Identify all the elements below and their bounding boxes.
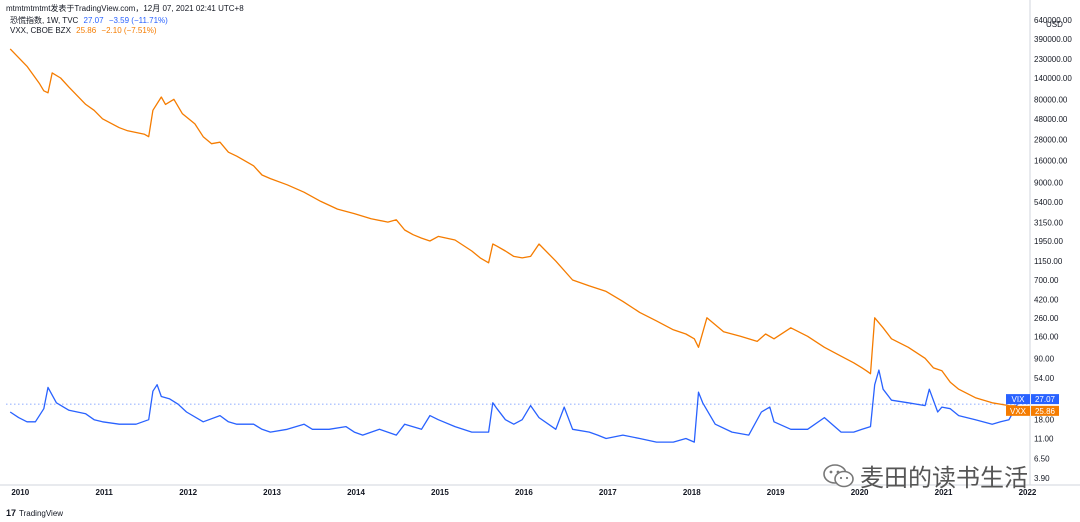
y-axis[interactable]: 640000.00 390000.00 230000.00 140000.00 8000… <box>1034 16 1072 483</box>
legend-vxx-change: −2.10 (−7.51%) <box>101 26 157 35</box>
x-tick-label: 2020 <box>851 488 869 497</box>
legend-vix-change: −3.59 (−11.71%) <box>108 16 168 25</box>
y-tick-label: 230000.00 <box>1034 55 1072 64</box>
last-label-series-bg <box>1006 394 1030 405</box>
y-tick-label: 6.50 <box>1034 455 1050 464</box>
x-axis[interactable]: 2010 2011 2012 2013 2014 2015 2016 2017 2018 2019… <box>11 488 1037 497</box>
y-tick-label: 160.00 <box>1034 332 1059 341</box>
y-tick-label: 9000.00 <box>1034 179 1063 188</box>
watermark: 麦田的读书生活 <box>822 458 1028 493</box>
last-label-value: 27.07 <box>1035 395 1056 404</box>
x-tick-label: 2012 <box>179 488 197 497</box>
legend-vxx-value: 25.86 <box>76 26 97 35</box>
x-tick-label: 2014 <box>347 488 365 497</box>
y-tick-label: 90.00 <box>1034 354 1055 363</box>
x-tick-label: 2011 <box>96 488 114 497</box>
series-group <box>9 48 1018 443</box>
last-label-series-bg <box>1006 405 1030 416</box>
watermark-text: 麦田的读书生活 <box>860 464 1028 492</box>
y-tick-label: 28000.00 <box>1034 135 1068 144</box>
last-label-value-bg <box>1031 394 1059 405</box>
wechat-icon <box>823 463 854 487</box>
tradingview-logo[interactable]: 17 TradingView <box>6 508 63 518</box>
last-label-series-name: VXX <box>1010 407 1027 416</box>
publish-header: mtmtmtmtmt发表于TradingView.com，12月 07, 202… <box>6 4 244 13</box>
x-tick-label: 2021 <box>935 488 953 497</box>
x-tick-label: 2016 <box>515 488 533 497</box>
x-tick-label: 2013 <box>263 488 281 497</box>
y-tick-label: 18.00 <box>1034 416 1055 425</box>
series-line-vxx[interactable] <box>9 48 1018 407</box>
series-line-vix[interactable] <box>9 369 1018 443</box>
y-tick-label: 640000.00 <box>1034 16 1072 25</box>
y-tick-label: 1150.00 <box>1034 257 1063 266</box>
legend-row-vxx[interactable]: VXX, CBOE BZX 25.86 −2.10 (−7.51%) <box>10 26 160 35</box>
legend-vix-name: 恐慌指数, 1W, TVC <box>10 16 79 25</box>
y-tick-label: 5400.00 <box>1034 198 1063 207</box>
tv-logo-mark: 17 <box>6 508 17 518</box>
axis-lines <box>0 0 1080 486</box>
last-label-value: 25.86 <box>1035 407 1056 416</box>
y-tick-label: 11.00 <box>1034 434 1054 443</box>
currency-label: USD <box>1046 20 1063 29</box>
y-tick-label: 140000.00 <box>1034 74 1072 83</box>
y-tick-label: 260.00 <box>1034 314 1059 323</box>
y-tick-label: 54.00 <box>1034 374 1055 383</box>
y-tick-label: 16000.00 <box>1034 157 1068 166</box>
y-tick-label: 3150.00 <box>1034 219 1063 228</box>
x-tick-label: 2017 <box>599 488 617 497</box>
last-label-series-name: VIX <box>1012 395 1026 404</box>
x-tick-label: 2015 <box>431 488 449 497</box>
x-tick-label: 2010 <box>11 488 29 497</box>
x-tick-label: 2022 <box>1019 488 1037 497</box>
last-value-labels: VIX 27.07 VXX 25.86 <box>1006 394 1059 416</box>
legend-vxx-name: VXX, CBOE BZX <box>10 26 71 35</box>
y-tick-label: 1950.00 <box>1034 237 1063 246</box>
x-tick-label: 2019 <box>767 488 785 497</box>
x-tick-label: 2018 <box>683 488 701 497</box>
legend-vix-value: 27.07 <box>83 16 104 25</box>
last-label-value-bg <box>1031 405 1059 416</box>
y-tick-label: 390000.00 <box>1034 35 1072 44</box>
y-tick-label: 700.00 <box>1034 276 1059 285</box>
y-tick-label: 420.00 <box>1034 296 1059 305</box>
legend-row-vix[interactable]: 恐慌指数, 1W, TVC 27.07 −3.59 (−11.71%) <box>10 15 171 26</box>
y-tick-label: 80000.00 <box>1034 95 1068 104</box>
last-label-vxx: VXX 25.86 <box>1006 405 1059 416</box>
y-tick-label: 48000.00 <box>1034 115 1068 124</box>
y-tick-label: 3.90 <box>1034 474 1050 483</box>
tv-logo-text: TradingView <box>19 509 64 518</box>
last-label-vix: VIX 27.07 <box>1006 394 1059 405</box>
